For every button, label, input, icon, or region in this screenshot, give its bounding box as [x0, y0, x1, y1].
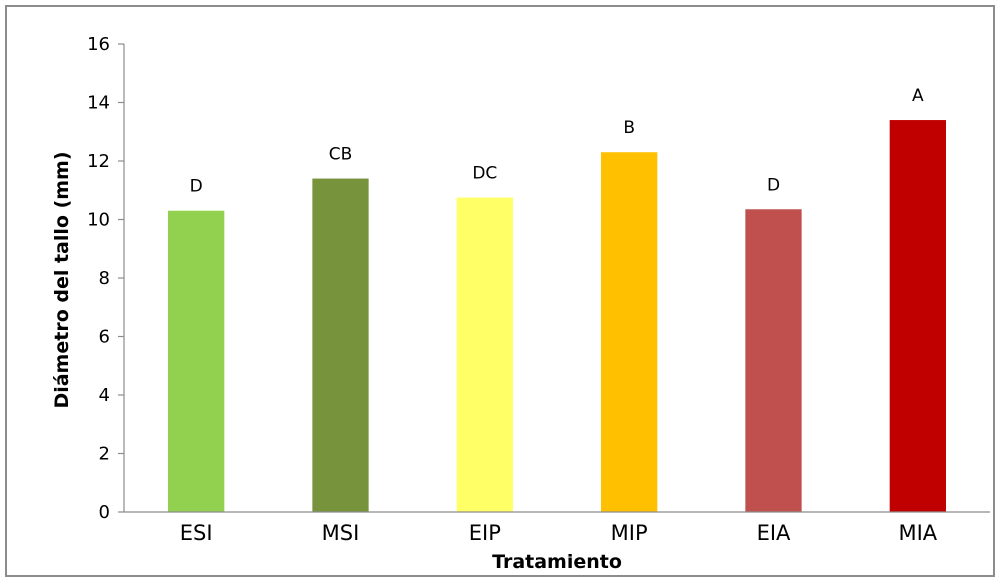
y-axis-ticks: 0 2 4 6 8 10 12 14 16 [87, 34, 124, 523]
x-axis-title: Tratamiento [492, 551, 622, 573]
y-tick-label: 12 [87, 151, 110, 172]
bar-esi [168, 210, 225, 512]
y-tick-label: 10 [87, 210, 110, 231]
bar-mia [889, 120, 946, 513]
data-label-esi: D [190, 177, 203, 197]
y-tick-label: 16 [87, 34, 110, 55]
bar-msi [312, 178, 369, 513]
bar-mip [601, 152, 658, 512]
data-label-eia: D [767, 175, 780, 195]
x-tick-label-esi: ESI [180, 521, 213, 545]
bars [168, 120, 946, 513]
y-tick-label: 8 [99, 268, 110, 289]
y-tick-label: 4 [99, 385, 110, 406]
bar-eip [456, 197, 513, 512]
x-axis-tick-labels: ESI MSI EIP MIP EIA MIA [180, 521, 938, 545]
bar-eia [745, 209, 802, 512]
x-tick-label-mia: MIA [898, 521, 937, 545]
data-label-eip: DC [472, 164, 497, 184]
x-tick-label-msi: MSI [322, 521, 360, 545]
data-label-msi: CB [329, 145, 353, 165]
data-label-mip: B [623, 118, 635, 138]
y-tick-label: 14 [87, 93, 110, 114]
x-tick-label-eia: EIA [757, 521, 791, 545]
y-tick-label: 2 [99, 444, 110, 465]
y-tick-label: 6 [99, 327, 110, 348]
y-tick-label: 0 [99, 502, 110, 523]
x-tick-label-eip: EIP [469, 521, 501, 545]
x-tick-label-mip: MIP [611, 521, 648, 545]
y-axis-title: Diámetro del tallo (mm) [51, 151, 73, 408]
data-label-mia: A [912, 86, 924, 106]
